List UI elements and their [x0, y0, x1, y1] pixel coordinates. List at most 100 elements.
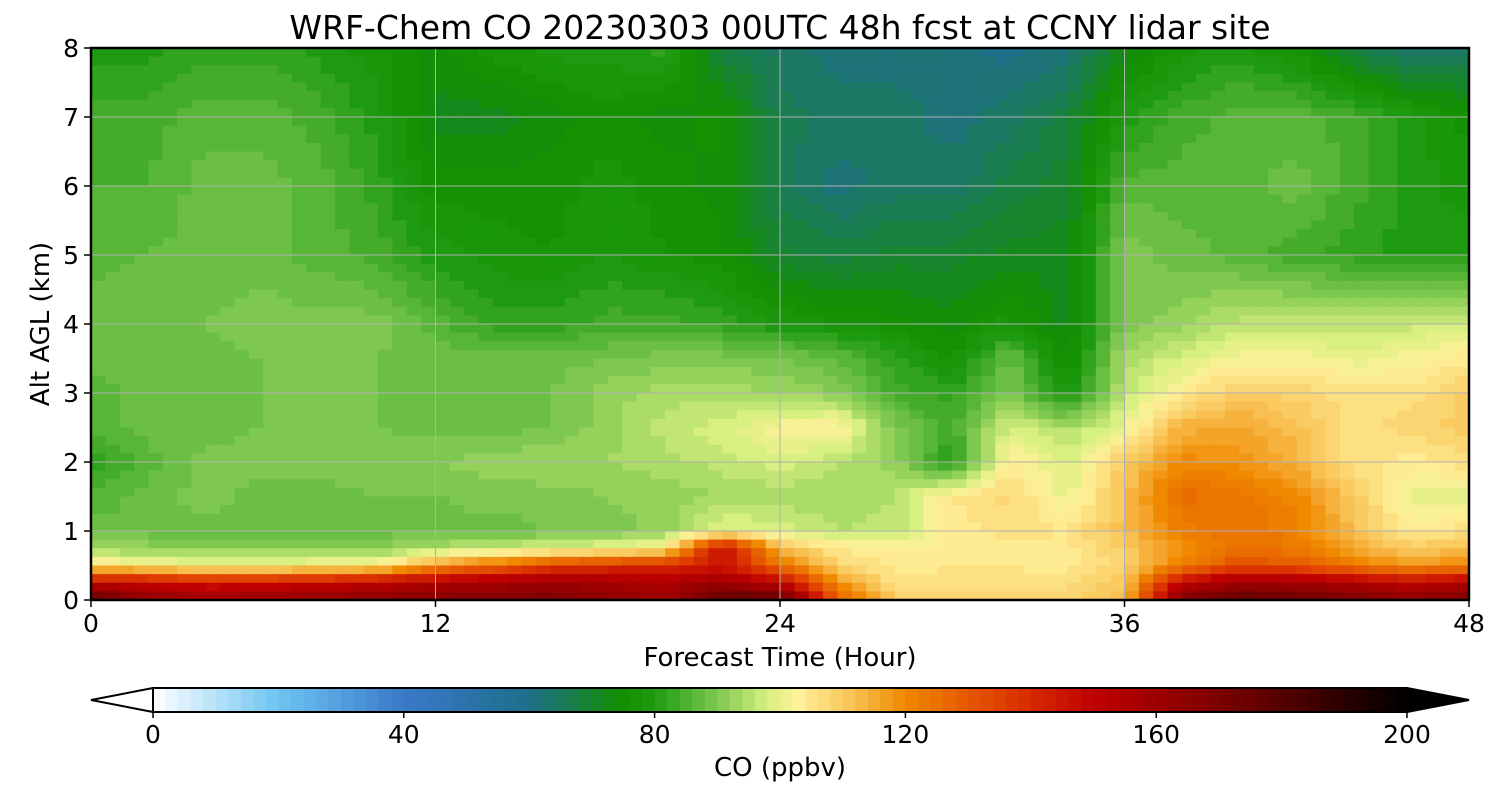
field-cell — [521, 194, 537, 204]
field-cell — [880, 332, 896, 342]
field-cell — [105, 48, 121, 58]
field-cell — [1368, 117, 1384, 127]
field-cell — [421, 418, 437, 429]
field-cell — [1311, 427, 1327, 437]
field-cell — [593, 56, 609, 66]
field-cell — [937, 453, 953, 463]
field-cell — [349, 56, 365, 66]
field-cell — [1382, 418, 1398, 429]
field-cell — [1440, 117, 1456, 127]
field-cell — [909, 470, 925, 480]
field-cell — [492, 487, 508, 498]
field-cell — [449, 453, 465, 463]
field-cell — [1124, 453, 1140, 463]
field-cell — [650, 341, 666, 351]
field-cell — [1196, 444, 1212, 454]
field-cell — [1081, 393, 1097, 403]
field-cell — [751, 401, 767, 411]
field-cell — [937, 117, 953, 127]
field-cell — [220, 229, 236, 239]
field-cell — [1454, 82, 1469, 92]
field-cell — [234, 211, 250, 222]
field-cell — [1454, 487, 1469, 498]
field-cell — [105, 211, 121, 222]
field-cell — [1239, 384, 1255, 394]
field-cell — [1024, 125, 1039, 135]
field-cell — [1110, 298, 1126, 308]
field-cell — [148, 462, 164, 472]
field-cell — [866, 393, 882, 403]
field-cell — [291, 306, 307, 316]
field-cell — [636, 48, 652, 58]
field-cell — [91, 436, 106, 446]
field-cell — [1095, 462, 1111, 472]
field-cell — [177, 168, 193, 178]
field-cell — [780, 393, 795, 403]
field-cell — [1311, 117, 1327, 127]
field-cell — [1311, 194, 1327, 204]
field-cell — [1311, 263, 1327, 273]
field-cell — [535, 151, 551, 161]
field-cell — [320, 108, 336, 118]
field-cell — [1167, 470, 1183, 480]
field-cell — [535, 203, 551, 213]
field-cell — [1153, 255, 1169, 265]
field-cell — [1354, 134, 1370, 144]
field-cell — [780, 410, 795, 420]
field-cell — [191, 73, 207, 84]
field-cell — [736, 203, 752, 213]
field-cell — [622, 255, 638, 265]
field-cell — [1009, 220, 1025, 230]
field-cell — [134, 203, 150, 213]
field-cell — [708, 393, 724, 403]
field-cell — [736, 82, 752, 92]
field-cell — [378, 56, 394, 66]
field-cell — [1038, 263, 1054, 273]
field-cell — [708, 487, 724, 498]
field-cell — [1253, 186, 1269, 196]
field-cell — [1268, 99, 1283, 109]
field-cell — [1239, 393, 1255, 403]
field-cell — [1282, 393, 1298, 403]
field-cell — [1124, 324, 1140, 334]
field-cell — [1110, 73, 1126, 84]
field-cell — [1411, 211, 1427, 222]
field-cell — [406, 349, 422, 360]
field-cell — [1110, 289, 1126, 299]
field-cell — [808, 289, 824, 299]
field-cell — [1296, 479, 1312, 489]
field-cell — [1368, 91, 1384, 101]
field-cell — [823, 487, 839, 498]
field-cell — [105, 289, 121, 299]
field-cell — [952, 237, 968, 247]
field-cell — [1253, 401, 1269, 411]
field-cell — [622, 108, 638, 118]
field-cell — [1095, 160, 1111, 170]
field-cell — [105, 246, 121, 256]
field-cell — [349, 444, 365, 454]
field-cell — [449, 142, 465, 153]
field-cell — [1038, 91, 1054, 101]
field-cell — [1009, 229, 1025, 239]
field-cell — [1239, 108, 1255, 118]
field-cell — [937, 99, 953, 109]
field-cell — [751, 194, 767, 204]
field-cell — [650, 142, 666, 153]
field-cell — [91, 108, 106, 118]
field-cell — [1138, 255, 1154, 265]
field-cell — [1153, 289, 1169, 299]
field-cell — [320, 272, 336, 282]
field-cell — [894, 427, 910, 437]
field-cell — [966, 134, 982, 144]
field-cell — [478, 194, 494, 204]
field-cell — [937, 341, 953, 351]
field-cell — [134, 462, 150, 472]
field-cell — [1425, 341, 1441, 351]
field-cell — [880, 367, 896, 377]
field-cell — [449, 393, 465, 403]
field-cell — [636, 65, 652, 75]
field-cell — [105, 427, 121, 437]
field-cell — [808, 367, 824, 377]
field-cell — [535, 220, 551, 230]
field-cell — [1124, 177, 1140, 187]
